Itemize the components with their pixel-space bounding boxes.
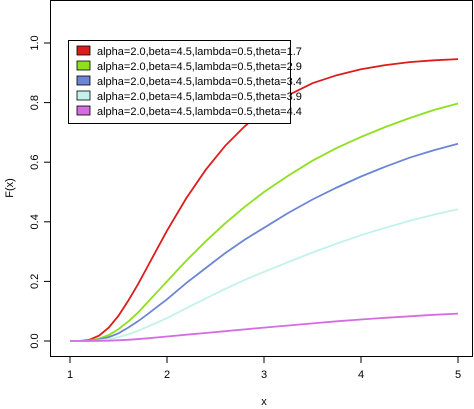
- x-tick-label: 3: [261, 369, 267, 381]
- y-tick-label: 0.4: [29, 214, 41, 229]
- legend-entry: alpha=2.0,beta=4.5,lambda=0.5,theta=4.4: [97, 106, 302, 118]
- y-axis-title: F(x): [4, 178, 16, 198]
- series-line-5: [70, 312, 459, 342]
- legend-entry: alpha=2.0,beta=4.5,lambda=0.5,theta=3.4: [97, 76, 302, 88]
- legend-swatch: [76, 90, 91, 101]
- plot-frame: [50, 0, 473, 357]
- legend-entry: alpha=2.0,beta=4.5,lambda=0.5,theta=1.7: [97, 46, 302, 58]
- series-line-4: [70, 208, 459, 342]
- y-tick-label: 0.8: [29, 95, 41, 110]
- legend-entry: alpha=2.0,beta=4.5,lambda=0.5,theta=2.9: [97, 61, 302, 73]
- legend-swatch: [76, 45, 91, 56]
- series-line-1: [70, 58, 459, 342]
- y-tick-label: 0.0: [29, 333, 41, 348]
- x-tick-label: 5: [455, 369, 461, 381]
- legend-box: [68, 40, 291, 124]
- y-tick-label: 0.6: [29, 155, 41, 170]
- x-tick-label: 1: [67, 369, 73, 381]
- x-axis-title: x: [261, 396, 267, 408]
- y-tick-label: 0.2: [29, 274, 41, 289]
- series-line-2: [70, 102, 459, 342]
- series-lines: [70, 58, 459, 342]
- y-tick-label: 1.0: [29, 35, 41, 50]
- legend: alpha=2.0,beta=4.5,lambda=0.5,theta=1.7 a…: [68, 40, 302, 124]
- legend-swatch: [76, 75, 91, 86]
- x-tick-label: 2: [164, 369, 170, 381]
- series-line-3: [70, 142, 459, 342]
- axes: 0.0 0.2 0.4 0.6 0.8 1.0 1 2 3 4 5: [29, 0, 473, 381]
- x-tick-label: 4: [358, 369, 364, 381]
- legend-swatch: [76, 105, 91, 116]
- legend-swatch: [76, 60, 91, 71]
- legend-entry: alpha=2.0,beta=4.5,lambda=0.5,theta=3.9: [97, 91, 302, 103]
